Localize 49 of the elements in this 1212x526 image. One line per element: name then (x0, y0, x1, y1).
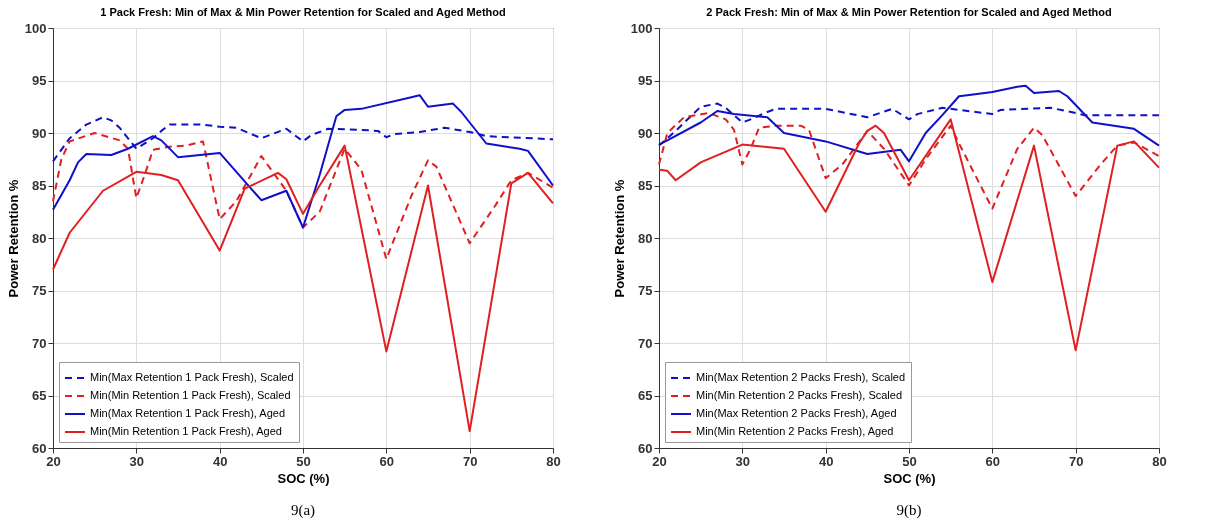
legend-label: Min(Min Retention 2 Packs Fresh), Aged (696, 425, 894, 437)
y-tick-label: 75 (638, 283, 653, 298)
x-tick-label: 30 (735, 453, 751, 469)
x-tick-label: 60 (379, 453, 395, 469)
legend-label: Min(Max Retention 2 Packs Fresh), Aged (696, 407, 897, 419)
x-tick-label: 20 (46, 453, 61, 469)
line-series (52, 94, 554, 229)
legend-label: Min(Min Retention 1 Pack Fresh), Scaled (90, 389, 291, 401)
x-tick-label: 40 (212, 453, 228, 469)
legend-label: Min(Max Retention 1 Pack Fresh), Aged (90, 407, 286, 419)
x-tick-label: 80 (546, 453, 561, 469)
y-tick-label: 60 (32, 440, 47, 456)
legend-label: Min(Max Retention 1 Pack Fresh), Scaled (90, 371, 294, 383)
x-axis-title: SOC (%) (883, 470, 936, 486)
y-tick-label: 95 (32, 73, 47, 88)
x-tick-label: 20 (652, 453, 667, 469)
x-tick-label: 50 (296, 453, 311, 469)
y-axis-title: Power Retention % (5, 179, 21, 298)
y-tick-label: 80 (638, 230, 653, 246)
y-tick-label: 100 (630, 20, 653, 36)
y-tick-label: 65 (32, 388, 47, 403)
y-tick-label: 100 (24, 20, 47, 36)
x-tick-label: 40 (818, 453, 834, 469)
legend-label: Min(Max Retention 2 Packs Fresh), Scaled (696, 371, 906, 383)
y-tick-label: 65 (638, 388, 653, 403)
y-tick-label: 85 (32, 178, 47, 193)
y-tick-label: 70 (32, 335, 47, 351)
text: 9(a) (289, 502, 317, 519)
y-tick-label: 80 (32, 230, 47, 246)
x-axis-title: SOC (%) (277, 470, 330, 486)
y-tick-label: 85 (638, 178, 653, 193)
y-tick-label: 75 (32, 283, 47, 298)
y-tick-label: 90 (32, 125, 47, 141)
x-tick-label: 80 (1152, 453, 1167, 469)
y-tick-label: 90 (638, 125, 653, 141)
legend-label: Min(Min Retention 2 Packs Fresh), Scaled (696, 389, 903, 401)
y-axis-title: Power Retention % (611, 179, 627, 298)
x-tick-label: 50 (902, 453, 917, 469)
y-tick-label: 60 (638, 440, 653, 456)
y-tick-label: 70 (638, 335, 653, 351)
y-tick-label: 95 (638, 73, 653, 88)
text: 9(b) (895, 502, 923, 519)
x-tick-label: 70 (462, 453, 478, 469)
legend-label: Min(Min Retention 1 Pack Fresh), Aged (90, 425, 282, 437)
x-tick-label: 60 (985, 453, 1001, 469)
chart-title: 1 Pack Fresh: Min of Max & Min Power Retention for Scaled and Aged Method (100, 6, 506, 18)
x-tick-label: 70 (1068, 453, 1084, 469)
x-tick-label: 30 (129, 453, 145, 469)
chart-title: 2 Pack Fresh: Min of Max & Min Power Retention for Scaled and Aged Method (706, 6, 1112, 18)
